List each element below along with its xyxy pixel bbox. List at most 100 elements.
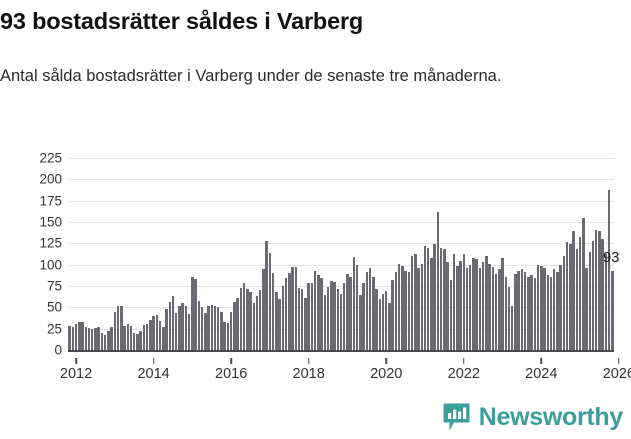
bar <box>456 265 459 350</box>
bar <box>74 323 78 350</box>
bar <box>488 263 491 350</box>
plot-area <box>68 158 614 352</box>
bar <box>210 304 214 350</box>
bar <box>333 281 336 350</box>
bar <box>585 268 588 350</box>
x-axis-labels: 2012 2014 2016 2018 2020 2022 2024 2026 <box>60 358 631 388</box>
x-axis-line <box>68 350 614 352</box>
x-axis-tick <box>385 358 387 364</box>
bar <box>126 324 130 350</box>
bar <box>229 312 233 350</box>
bar <box>475 258 478 350</box>
bar <box>588 251 592 350</box>
bar <box>249 291 252 350</box>
bar <box>591 240 595 350</box>
bar <box>520 268 524 350</box>
bar <box>226 322 230 350</box>
bar <box>304 297 307 350</box>
bar <box>223 321 226 350</box>
bar <box>355 264 359 350</box>
bar <box>375 288 378 350</box>
page-subtitle: Antal sålda bostadsrätter i Varberg unde… <box>0 67 502 85</box>
bar <box>78 321 81 350</box>
bar <box>559 264 562 350</box>
bar <box>481 262 485 350</box>
bar <box>478 268 482 350</box>
x-axis-tick <box>540 358 543 364</box>
bar <box>359 295 362 350</box>
bar <box>129 326 133 350</box>
bar <box>562 256 566 350</box>
bar <box>401 266 404 350</box>
bar <box>284 278 288 350</box>
bar <box>87 327 91 350</box>
bar <box>594 229 598 350</box>
bar <box>598 231 601 350</box>
bar <box>523 271 527 350</box>
gridline <box>68 158 614 159</box>
gridline <box>68 222 614 223</box>
bar <box>236 297 239 350</box>
bar <box>397 263 401 350</box>
bar <box>365 271 369 350</box>
bar <box>207 305 210 350</box>
bar <box>265 240 268 350</box>
bar <box>372 276 375 350</box>
bar <box>394 271 398 350</box>
bar <box>501 257 504 350</box>
bar <box>220 312 223 350</box>
newsworthy-logo[interactable]: Newsworthy <box>442 402 623 432</box>
bar <box>336 288 340 350</box>
bar <box>604 253 608 350</box>
bar <box>233 302 236 350</box>
bar <box>116 306 120 350</box>
bar <box>569 244 572 350</box>
bar <box>275 291 278 350</box>
bar <box>271 273 275 350</box>
bar <box>330 280 333 350</box>
bar <box>255 296 259 350</box>
bar <box>168 302 172 350</box>
bar <box>107 331 110 350</box>
bar <box>517 270 520 350</box>
bar <box>132 332 136 350</box>
y-axis-tick-label: 175 <box>39 192 62 208</box>
bar <box>320 278 323 350</box>
bar <box>158 321 162 350</box>
bar <box>607 190 611 350</box>
bar <box>216 307 220 350</box>
bar <box>194 279 197 350</box>
chart-footer: Newsworthy <box>0 398 631 439</box>
bar <box>307 283 310 350</box>
x-axis-tick-label: 2022 <box>447 366 480 382</box>
x-axis-tick-label: 2020 <box>370 366 403 382</box>
bar <box>310 283 314 350</box>
bar <box>178 305 181 350</box>
bar <box>197 300 201 350</box>
bar <box>423 245 427 350</box>
bar <box>252 303 256 350</box>
x-axis-tick <box>152 358 155 364</box>
bar <box>162 326 165 350</box>
y-axis-tick-label: 200 <box>39 171 62 187</box>
bar <box>439 247 443 350</box>
bar <box>404 270 407 350</box>
y-axis-labels: 0 25 50 75 100 125 150 175 200 225 <box>0 151 62 356</box>
bar-series <box>68 158 614 350</box>
bar <box>139 331 142 350</box>
bar <box>94 327 97 350</box>
bar <box>113 312 117 350</box>
bar <box>514 274 517 350</box>
bar <box>565 242 569 350</box>
bar <box>420 263 424 350</box>
bar <box>152 315 155 350</box>
bar <box>204 313 207 350</box>
y-axis-tick-label: 25 <box>46 320 62 336</box>
bar <box>71 326 75 350</box>
bar <box>281 286 285 350</box>
y-axis-tick-label: 100 <box>39 256 62 272</box>
bar <box>103 334 107 350</box>
bar <box>187 314 191 350</box>
bar <box>246 288 249 350</box>
bar <box>472 257 475 350</box>
